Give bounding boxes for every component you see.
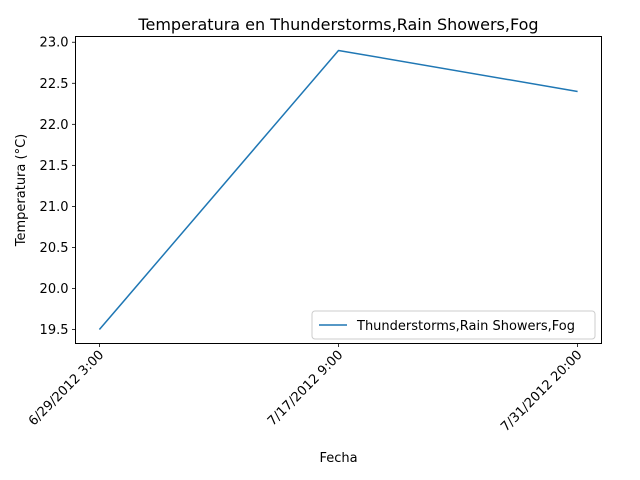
y-tick-label: 22.0 xyxy=(40,118,69,133)
y-tick-label: 22.5 xyxy=(40,77,69,92)
x-tick-label: 7/31/2012 20:00 xyxy=(498,348,585,435)
x-tick-label: 6/29/2012 3:00 xyxy=(26,348,107,429)
legend-box xyxy=(311,310,596,340)
y-axis: 19.5 20.0 20.5 21.0 21.5 22.0 22.5 23.0 xyxy=(40,36,76,338)
x-axis: 6/29/2012 3:00 7/17/2012 9:00 7/31/2012 20… xyxy=(26,343,585,435)
x-tick-label: 7/17/2012 9:00 xyxy=(265,348,346,429)
y-tick-label: 21.5 xyxy=(40,159,69,174)
legend-label: Thunderstorms,Rain Showers,Fog xyxy=(356,319,575,334)
plot-area xyxy=(75,36,602,344)
y-tick-label: 19.5 xyxy=(40,323,69,338)
y-tick-label: 23.0 xyxy=(40,36,69,51)
y-tick-label: 20.5 xyxy=(40,241,69,256)
y-tick-label: 20.0 xyxy=(40,282,69,297)
legend: Thunderstorms,Rain Showers,Fog xyxy=(311,310,596,340)
series-layer xyxy=(98,49,578,331)
series-line xyxy=(98,49,578,331)
y-tick-label: 21.0 xyxy=(40,200,69,215)
y-axis-label: Temperatura (°C) xyxy=(14,134,29,247)
chart-title: Temperatura en Thunderstorms,Rain Shower… xyxy=(137,15,538,34)
x-axis-label: Fecha xyxy=(319,451,357,466)
